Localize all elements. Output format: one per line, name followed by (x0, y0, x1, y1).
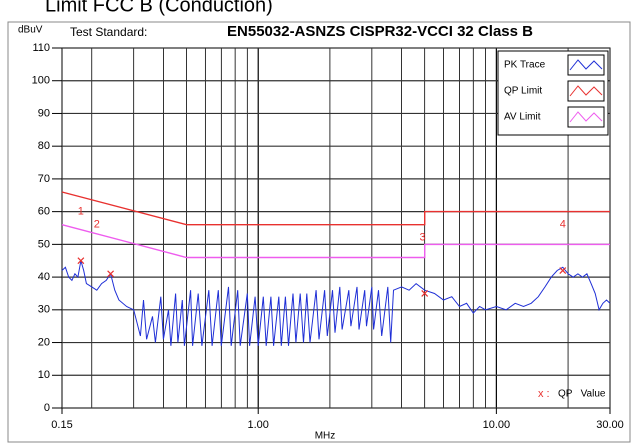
y-tick-label: 20 (38, 336, 50, 348)
chart-title: EN55032-ASNZS CISPR32-VCCI 32 Class B (227, 23, 533, 40)
qp-legend-symbol: x : (538, 388, 550, 400)
y-tick-label: 0 (44, 402, 50, 414)
caption: Limit FCC B (Conduction) (45, 0, 273, 16)
y-tick-label: 30 (38, 304, 50, 316)
y-axis-label: dBuV (18, 25, 43, 36)
x-axis-label: MHz (315, 431, 336, 442)
x-tick-label: 1.00 (248, 419, 269, 431)
y-tick-label: 110 (32, 42, 50, 54)
qp-point (421, 290, 429, 297)
y-tick-label: 50 (38, 238, 50, 250)
qp-legend-text: QP Value (558, 389, 606, 400)
annotation: 1 (78, 206, 84, 218)
legend-label: AV Limit (504, 112, 541, 123)
legend-swatch-box (567, 80, 605, 102)
legend-label: QP Limit (504, 86, 542, 97)
y-tick-label: 100 (32, 75, 50, 87)
legend-swatch-box (567, 54, 605, 76)
y-tick-label: 90 (38, 107, 50, 119)
qp-point (77, 257, 85, 265)
legend-swatch (569, 59, 603, 71)
x-tick-label: 10.00 (483, 419, 511, 431)
y-tick-label: 40 (38, 271, 50, 283)
annotation: 4 (560, 219, 566, 231)
legend-swatch (569, 85, 603, 97)
y-tick-label: 10 (38, 369, 50, 381)
annotation: 3 (420, 232, 426, 244)
series-line (61, 260, 611, 346)
x-tick-label: 0.15 (51, 419, 72, 431)
qp-point (107, 270, 115, 278)
series-line (61, 224, 610, 259)
x-tick-label: 30.00 (596, 419, 624, 431)
legend-label: PK Trace (504, 60, 546, 71)
y-tick-label: 70 (38, 173, 50, 185)
y-tick-label: 80 (38, 140, 50, 152)
legend-swatch-box (567, 106, 605, 128)
y-tick-label: 60 (38, 206, 50, 218)
series-line (61, 191, 610, 226)
annotation: 2 (94, 219, 100, 231)
legend-swatch (569, 111, 603, 123)
qp-point (559, 267, 567, 274)
title-label: Test Standard: (70, 25, 147, 39)
